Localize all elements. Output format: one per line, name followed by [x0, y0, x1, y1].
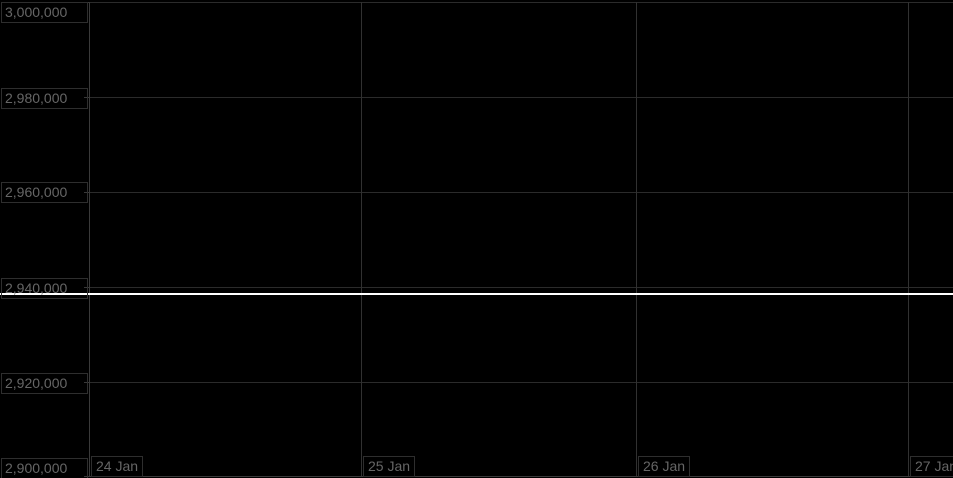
gridline-horizontal-2940000 — [89, 287, 953, 288]
series-line-1[interactable] — [0, 293, 953, 295]
x-axis-label-27-jan: 27 Jan — [910, 456, 953, 477]
gridline-vertical-25-jan — [361, 2, 362, 477]
gridline-horizontal-2920000 — [89, 382, 953, 383]
y-axis-tick-2920000 — [84, 382, 89, 383]
y-axis-label-2960000: 2,960,000 — [1, 182, 88, 203]
y-axis-label-2940000: 2,940,000 — [1, 278, 88, 299]
gridline-horizontal-2980000 — [89, 97, 953, 98]
x-axis-line — [89, 476, 953, 477]
y-axis-label-3000000: 3,000,000 — [1, 2, 88, 23]
y-axis-label-2980000: 2,980,000 — [1, 88, 88, 109]
x-axis-label-26-jan: 26 Jan — [638, 456, 691, 477]
gridline-horizontal-3000000 — [89, 2, 953, 3]
gridline-vertical-27-jan — [908, 2, 909, 477]
y-axis-tick-2960000 — [84, 192, 89, 193]
x-axis-label-25-jan: 25 Jan — [363, 456, 416, 477]
y-axis-line — [89, 2, 90, 477]
y-axis-tick-2940000 — [84, 287, 89, 288]
gridline-vertical-26-jan — [636, 2, 637, 477]
y-axis-label-2920000: 2,920,000 — [1, 373, 88, 394]
x-axis-label-24-jan: 24 Jan — [91, 456, 144, 477]
plot-area[interactable] — [89, 2, 953, 477]
y-axis-tick-2980000 — [84, 97, 89, 98]
y-axis-label-2900000: 2,900,000 — [1, 458, 88, 478]
y-axis-tick-2900000 — [84, 476, 89, 477]
gridline-horizontal-2960000 — [89, 192, 953, 193]
